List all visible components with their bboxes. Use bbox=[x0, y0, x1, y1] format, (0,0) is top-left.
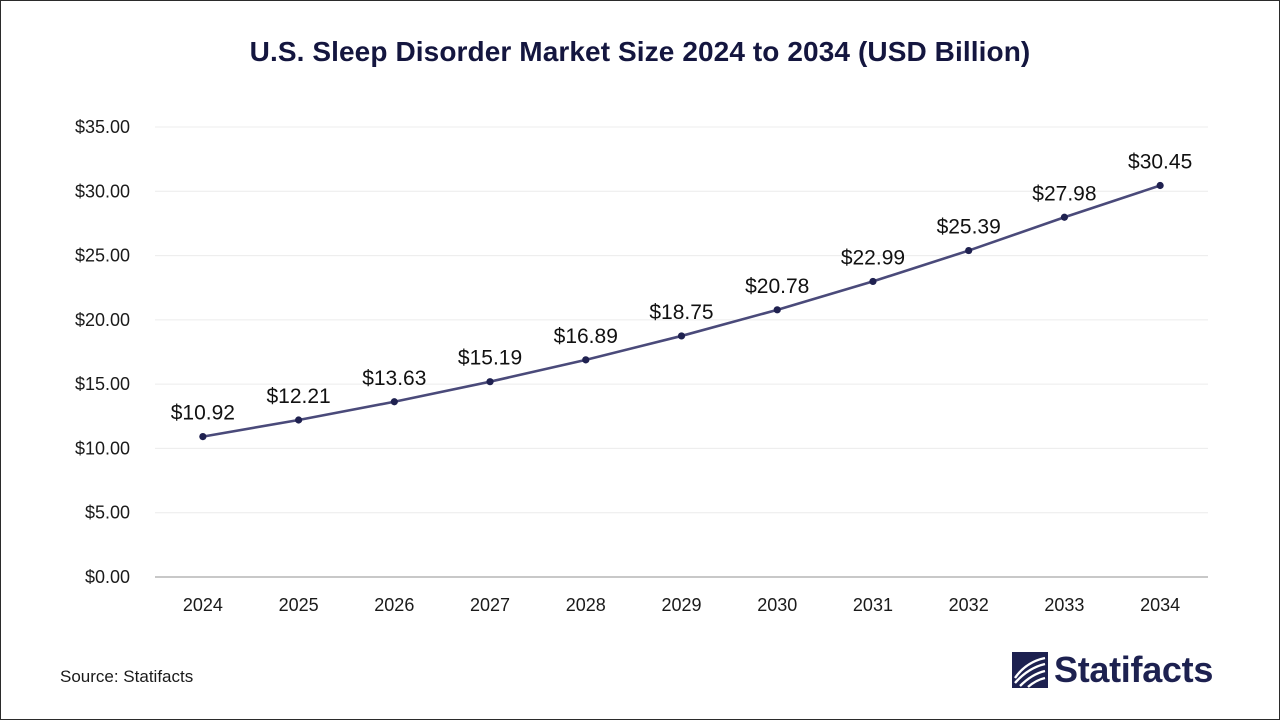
x-tick-label: 2033 bbox=[1044, 595, 1084, 615]
gridlines bbox=[155, 126, 1208, 578]
data-label: $27.98 bbox=[1032, 182, 1096, 205]
data-labels: $10.92 $12.21 $13.63 $15.19 $16.89 $18.75 $20.… bbox=[171, 151, 1193, 425]
x-tick-label: 2028 bbox=[566, 595, 606, 615]
y-tick-label: $35.00 bbox=[75, 117, 130, 137]
statifacts-logo-icon bbox=[1012, 652, 1048, 688]
data-label: $12.21 bbox=[266, 385, 330, 408]
chart-title: U.S. Sleep Disorder Market Size 2024 to … bbox=[249, 36, 1031, 67]
data-label: $30.45 bbox=[1128, 151, 1192, 174]
data-label: $10.92 bbox=[171, 402, 235, 425]
data-label: $18.75 bbox=[649, 301, 713, 324]
y-tick-label: $10.00 bbox=[75, 438, 130, 458]
data-label: $25.39 bbox=[937, 216, 1001, 239]
data-label: $15.19 bbox=[458, 347, 522, 370]
y-tick-label: $15.00 bbox=[75, 374, 130, 394]
y-tick-label: $20.00 bbox=[75, 310, 130, 330]
x-tick-label: 2032 bbox=[949, 595, 989, 615]
y-tick-label: $0.00 bbox=[85, 567, 130, 587]
brand-name: Statifacts bbox=[1054, 649, 1214, 690]
x-axis-ticks: 2024 2025 2026 2027 2028 2029 2030 2031 2032 2033… bbox=[183, 595, 1180, 615]
x-tick-label: 2034 bbox=[1140, 595, 1180, 615]
data-point bbox=[869, 277, 877, 286]
x-tick-label: 2030 bbox=[757, 595, 797, 615]
y-tick-label: $30.00 bbox=[75, 181, 130, 201]
data-point bbox=[965, 246, 973, 255]
data-point bbox=[390, 398, 398, 406]
data-point bbox=[1060, 213, 1069, 221]
series-line bbox=[199, 181, 1164, 441]
data-point bbox=[294, 416, 303, 424]
data-label: $20.78 bbox=[745, 275, 809, 298]
y-tick-label: $5.00 bbox=[85, 503, 130, 523]
data-point bbox=[1156, 181, 1164, 190]
x-tick-label: 2031 bbox=[853, 595, 893, 615]
source-note: Source: Statifacts bbox=[60, 667, 194, 686]
data-label: $16.89 bbox=[554, 325, 618, 348]
data-point bbox=[199, 433, 207, 441]
x-tick-label: 2025 bbox=[279, 595, 319, 615]
data-point bbox=[773, 306, 781, 314]
x-tick-label: 2024 bbox=[183, 595, 223, 615]
data-point bbox=[486, 378, 494, 386]
data-label: $22.99 bbox=[841, 246, 905, 269]
data-point bbox=[582, 356, 590, 364]
data-point bbox=[677, 332, 686, 340]
x-tick-label: 2026 bbox=[374, 595, 414, 615]
data-label: $13.63 bbox=[362, 367, 426, 390]
y-axis-ticks: $0.00 $5.00 $10.00 $15.00 $20.00 $25.00 $30.00… bbox=[75, 117, 130, 587]
x-tick-label: 2027 bbox=[470, 595, 510, 615]
brand-logo: Statifacts bbox=[1012, 648, 1213, 692]
x-tick-label: 2029 bbox=[661, 595, 701, 615]
y-tick-label: $25.00 bbox=[75, 246, 130, 266]
